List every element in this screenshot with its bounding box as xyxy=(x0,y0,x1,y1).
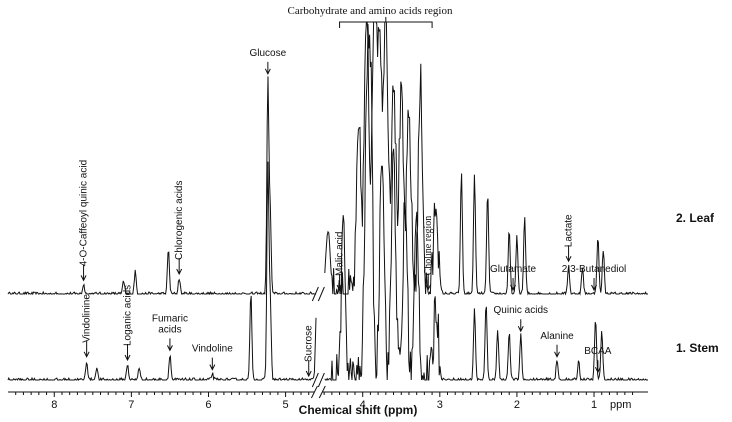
annotation-label: Glutamate xyxy=(490,264,537,275)
x-axis-title: Chemical shift (ppm) xyxy=(299,403,418,417)
x-tick-label: 1 xyxy=(591,399,597,411)
annotation-arrow xyxy=(209,357,216,371)
axis-break-mark xyxy=(310,385,318,399)
spectrum-line-stem xyxy=(7,24,648,382)
annotation-label: Quinic acids xyxy=(494,305,548,316)
peak-annotation: Loganic acids xyxy=(123,285,134,362)
x-tick-label: 6 xyxy=(205,399,211,411)
peak-annotation: 4-O-Caffeoyl quinic acid xyxy=(79,160,90,282)
annotation-label: Lactate xyxy=(564,214,575,247)
annotation-arrow xyxy=(554,344,560,358)
annotation-arrow xyxy=(517,319,524,333)
annotation-label: Vindoline xyxy=(192,344,233,355)
annotation-arrow xyxy=(565,245,572,263)
axis-break-mark xyxy=(317,286,325,302)
x-tick-label: 3 xyxy=(437,399,443,411)
x-tick-label: 7 xyxy=(128,399,134,411)
annotation-arrow xyxy=(166,338,173,352)
annotation-label: Malic acid xyxy=(335,232,346,276)
axis-break-mark xyxy=(311,286,319,302)
annotation-label: Sucrose xyxy=(304,325,315,362)
annotation-arrow xyxy=(425,273,432,291)
annotation-arrow xyxy=(305,360,312,378)
x-tick-label: 2 xyxy=(514,399,520,411)
annotation-label: 2,3-Butanediol xyxy=(562,264,627,275)
series-name-stem: 1. Stem xyxy=(676,341,719,355)
axis-break-mark xyxy=(317,372,325,388)
peak-annotation: BCAA xyxy=(584,346,612,374)
x-tick-label: 5 xyxy=(283,399,289,411)
annotation-label: BCAA xyxy=(584,346,612,357)
annotation-arrow xyxy=(264,61,271,75)
annotation-label: Choline region xyxy=(423,216,434,276)
annotation-label: 4-O-Caffeoyl quinic acid xyxy=(79,160,90,267)
series-name-leaf: 2. Leaf xyxy=(676,211,715,225)
annotation-label: Alanine xyxy=(540,331,574,342)
peak-annotation: Glutamate xyxy=(490,264,537,292)
x-tick-label: 8 xyxy=(51,399,57,411)
annotation-arrow xyxy=(80,264,87,282)
annotation-label: acids xyxy=(158,324,181,335)
peak-annotation: 2,3-Butanediol xyxy=(562,264,627,292)
region-title: Carbohydrate and amino acids region xyxy=(288,5,453,17)
x-axis-unit: ppm xyxy=(610,399,631,411)
peak-annotation: Vindoline xyxy=(192,344,233,371)
axis-break-mark xyxy=(311,372,319,388)
peak-annotation: Quinic acids xyxy=(494,305,548,333)
peak-annotation: Sucrose xyxy=(304,325,315,378)
annotation-arrow xyxy=(176,258,183,276)
annotation-arrow xyxy=(124,344,131,362)
peak-annotation: Choline region xyxy=(423,216,434,291)
annotation-arrow xyxy=(591,277,597,292)
annotation-label: Chlorogenic acids xyxy=(174,181,185,261)
spectrum-line-leaf xyxy=(7,21,648,296)
peak-annotation: Glucose xyxy=(250,48,287,75)
axis-break-mark xyxy=(318,385,326,399)
annotation-arrow xyxy=(510,277,517,292)
annotation-arrow xyxy=(83,340,90,358)
annotation-label: Vindolinine xyxy=(82,294,93,343)
peak-annotation: Vindolinine xyxy=(82,294,93,358)
annotation-label: Loganic acids xyxy=(123,285,134,346)
peak-annotation: Lactate xyxy=(564,214,575,263)
annotation-label: Glucose xyxy=(250,48,287,59)
x-tick-label: 4 xyxy=(360,399,366,411)
region-bracket xyxy=(339,17,433,28)
peak-annotation: Chlorogenic acids xyxy=(174,181,185,276)
annotation-arrow xyxy=(594,360,601,374)
peak-annotation: Alanine xyxy=(540,331,574,358)
annotation-label: Fumaric xyxy=(152,313,188,324)
